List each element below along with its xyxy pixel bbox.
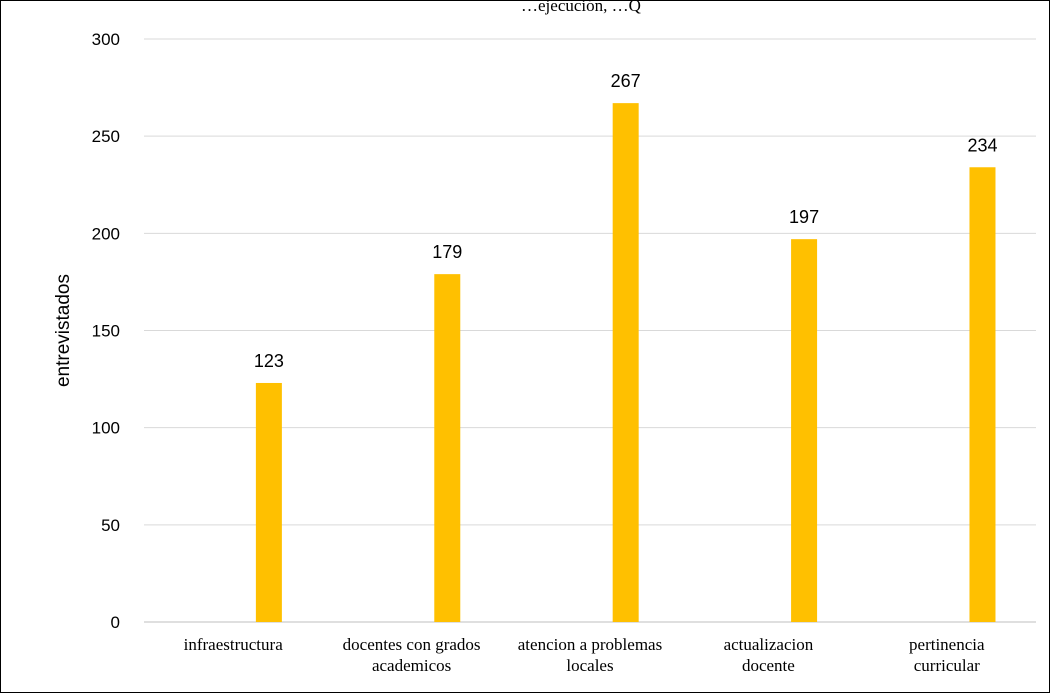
data-label: 197 — [789, 207, 819, 227]
x-axis-categories: infraestructura docentes con grados academ… — [184, 635, 985, 675]
x-category-label: docentes con grados academicos — [343, 635, 481, 675]
y-tick-label: 200 — [92, 224, 120, 243]
bar — [613, 103, 639, 622]
bar — [791, 239, 817, 622]
y-tick-label: 50 — [101, 516, 120, 535]
y-tick-label: 300 — [92, 30, 120, 49]
data-label: 267 — [611, 71, 641, 91]
bar — [256, 383, 282, 622]
data-label: 234 — [967, 135, 997, 155]
bar — [969, 167, 995, 622]
y-axis-label: entrevistados — [53, 274, 74, 387]
data-label: 123 — [254, 351, 284, 371]
x-category-label: atencion a problemas locales — [518, 635, 662, 675]
y-axis-ticks: 0 50 100 150 200 250 300 — [92, 30, 120, 632]
x-category-label: actualizacion docente — [724, 635, 814, 675]
cropped-header-text: …ejecución, …Q — [521, 1, 641, 15]
bars — [256, 103, 996, 622]
y-tick-label: 250 — [92, 127, 120, 146]
y-tick-label: 150 — [92, 322, 120, 341]
x-category-label: infraestructura — [184, 635, 284, 654]
data-label: 179 — [432, 242, 462, 262]
y-tick-label: 100 — [92, 419, 120, 438]
bar — [434, 274, 460, 622]
y-tick-label: 0 — [111, 613, 120, 632]
x-category-label: pertinencia curricular — [909, 635, 985, 675]
